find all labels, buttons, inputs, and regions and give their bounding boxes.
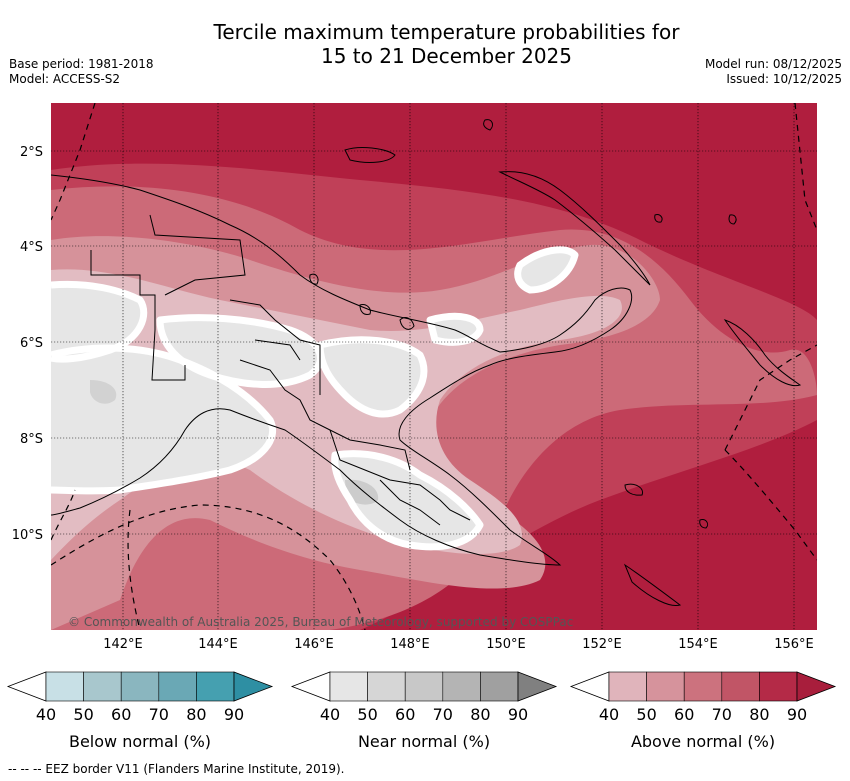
eez-footnote: -- -- -- EEZ border V11 (Flanders Marine… [8, 762, 345, 776]
lon-label-144e: 144°E [198, 637, 238, 652]
colorbar-near-normal-lower-extension [290, 671, 331, 702]
colorbar-above-normal-segment [759, 671, 798, 702]
lat-label-6s: 6°S [20, 336, 43, 351]
colorbar-below-normal-label: Below normal (%) [69, 732, 211, 751]
probability-field: © Commonwealth of Australia 2025, Bureau… [51, 103, 817, 630]
title-line-1: Tercile maximum temperature probabilitie… [213, 20, 680, 44]
admin-borders [90, 214, 471, 526]
colorbar-above-normal-upper-extension [796, 671, 837, 702]
colorbar-below-normal-tick: 50 [73, 705, 93, 724]
lon-label-150e: 150°E [486, 637, 526, 652]
colorbar-near-normal-upper-extension [517, 671, 558, 702]
colorbar-above-normal-lower-extension [569, 671, 610, 702]
colorbar-below-normal-tick: 60 [111, 705, 131, 724]
colorbar-below-normal-lower-extension [6, 671, 47, 702]
issued-date: Issued: 10/12/2025 [726, 72, 842, 86]
colorbar-below-normal-tick: 40 [36, 705, 56, 724]
chart-title: Tercile maximum temperature probabilitie… [0, 20, 850, 68]
colorbar-near-normal: 40 50 60 70 80 90 Near normal (%) [290, 671, 558, 751]
colorbar-below-normal-segment [83, 671, 122, 702]
colorbar-above-normal-tick: 50 [636, 705, 656, 724]
title-line-2: 15 to 21 December 2025 [320, 44, 572, 68]
lon-label-148e: 148°E [390, 637, 430, 652]
coastlines [51, 119, 802, 607]
colorbar-above-normal-segment [608, 671, 647, 702]
latitude-labels: 2°S 4°S 6°S 8°S 10°S [12, 145, 43, 543]
meta-left: Base period: 1981-2018 Model: ACCESS-S2 [9, 57, 154, 87]
colorbar-below-normal-tick: 70 [149, 705, 169, 724]
colorbar-above-normal-label: Above normal (%) [631, 732, 775, 751]
colorbar-above-normal-tick: 80 [749, 705, 769, 724]
meta-right: Model run: 08/12/2025 Issued: 10/12/2025 [705, 57, 842, 87]
colorbar-near-normal-segment [404, 671, 444, 702]
lat-label-8s: 8°S [20, 432, 43, 447]
colorbar-near-normal-tick: 60 [395, 705, 415, 724]
lon-label-142e: 142°E [103, 637, 143, 652]
gridlines [51, 103, 817, 630]
lon-label-152e: 152°E [582, 637, 622, 652]
lat-label-10s: 10°S [12, 528, 43, 543]
lat-label-2s: 2°S [20, 145, 43, 160]
colorbar-above-normal-segment [721, 671, 760, 702]
colorbar-above-normal-tick: 70 [712, 705, 732, 724]
colorbar-below-normal: 40 50 60 70 80 90 Below normal (%) [6, 671, 274, 751]
colorbar-below-normal-tick: 90 [224, 705, 244, 724]
colorbar-below-normal-segment [45, 671, 84, 702]
colorbar-below-normal-segment [158, 671, 197, 702]
colorbar-near-normal-tick: 50 [357, 705, 377, 724]
colorbar-above-normal-tick: 90 [787, 705, 807, 724]
colorbar-near-normal-segment [329, 671, 368, 702]
colorbar-near-normal-tick: 80 [470, 705, 490, 724]
model-name: Model: ACCESS-S2 [9, 72, 121, 86]
lon-label-154e: 154°E [678, 637, 718, 652]
eez-borders [51, 103, 817, 630]
lon-label-156e: 156°E [774, 637, 814, 652]
colorbar-near-normal-tick: 40 [320, 705, 340, 724]
colorbar-near-normal-label: Near normal (%) [358, 732, 490, 751]
colorbar-below-normal-upper-extension [233, 671, 274, 702]
colorbar-near-normal-segment [367, 671, 406, 702]
model-run: Model run: 08/12/2025 [704, 57, 842, 71]
colorbar-above-normal: 40 50 60 70 80 90 Above normal (%) [569, 671, 837, 751]
longitude-labels: 142°E 144°E 146°E 148°E 150°E 152°E 154°… [103, 637, 814, 652]
colorbar-above-normal-segment [683, 671, 723, 702]
colorbar-near-normal-segment [480, 671, 519, 702]
base-period: Base period: 1981-2018 [9, 57, 154, 71]
colorbar-above-normal-segment [646, 671, 685, 702]
colorbar-above-normal-tick: 60 [674, 705, 694, 724]
colorbar-below-normal-tick: 80 [186, 705, 206, 724]
lat-label-4s: 4°S [20, 240, 43, 255]
colorbar-below-normal-segment [120, 671, 160, 702]
colorbar-near-normal-tick: 90 [508, 705, 528, 724]
colorbar-near-normal-segment [442, 671, 481, 702]
colorbar-above-normal-tick: 40 [599, 705, 619, 724]
copyright-notice: © Commonwealth of Australia 2025, Bureau… [68, 615, 573, 629]
lon-label-146e: 146°E [294, 637, 334, 652]
colorbar-near-normal-tick: 70 [433, 705, 453, 724]
colorbar-below-normal-segment [196, 671, 235, 702]
